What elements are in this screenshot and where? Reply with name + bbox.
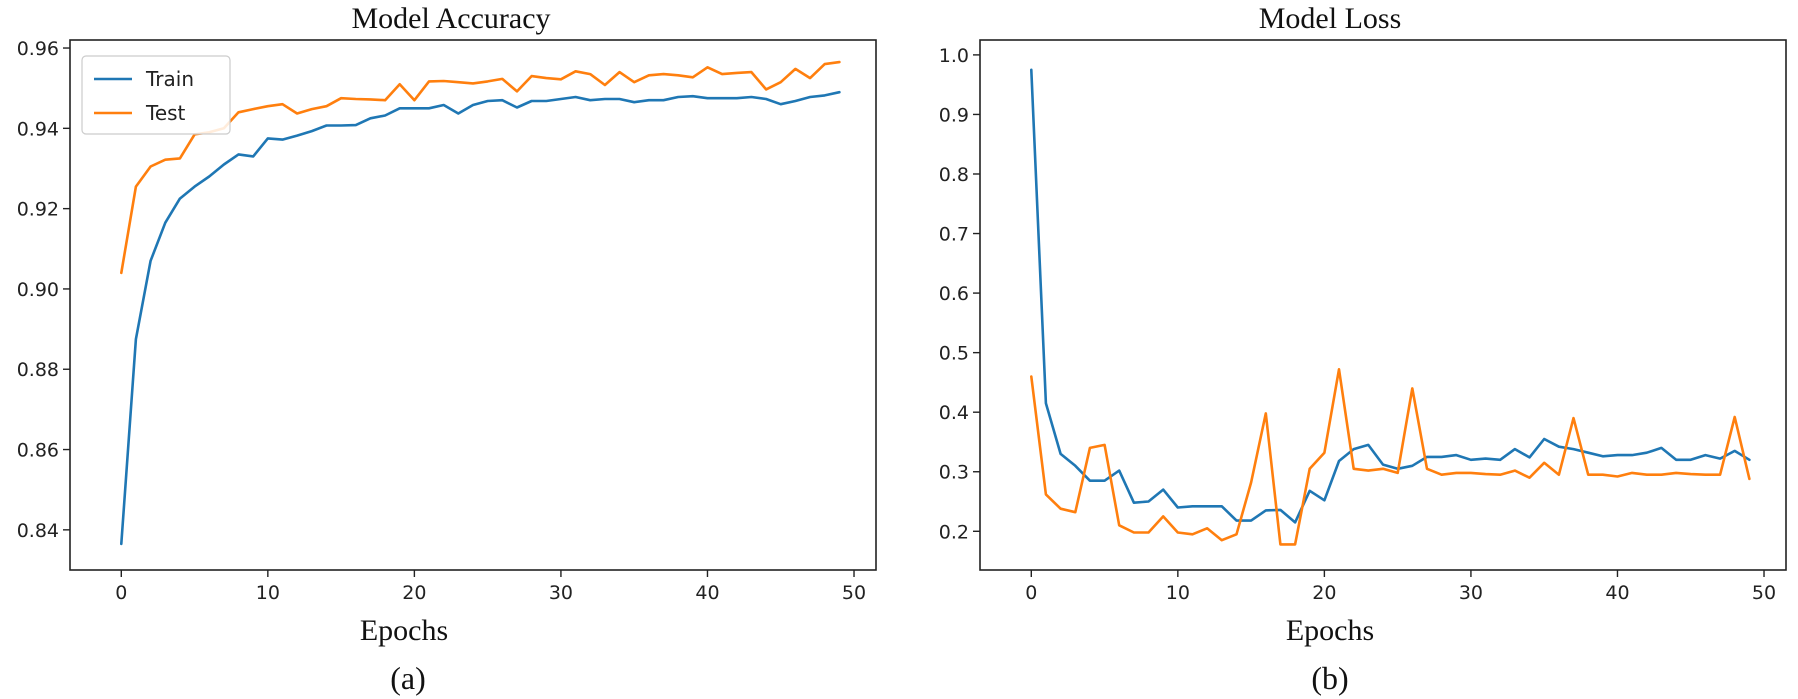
y-tick-label: 1.0 (939, 45, 969, 67)
chart-title: Model Accuracy (351, 2, 550, 35)
x-axis-label: Epochs (1286, 614, 1374, 647)
legend-label-test: Test (145, 101, 186, 125)
series-line-train (1030, 68, 1751, 524)
y-tick-label: 0.3 (939, 462, 969, 484)
y-tick-label: 0.6 (939, 283, 969, 305)
x-tick-label: 50 (1752, 582, 1776, 604)
x-tick-label: 50 (842, 582, 866, 604)
legend: Train Test (81, 55, 231, 135)
y-tick-label: 0.96 (17, 38, 59, 60)
loss-chart: Model Loss Epochs (b) 0 10 20 30 40 50 0.2 0.3 0… (939, 2, 1787, 696)
series-line-test (120, 60, 841, 275)
series-line-test (1030, 368, 1751, 546)
y-tick-label: 0.92 (17, 199, 59, 221)
x-tick-label: 40 (1605, 582, 1629, 604)
plot-frame (69, 39, 877, 571)
plot-frame (979, 39, 1787, 571)
figure-caption: (b) (1311, 660, 1348, 696)
y-tick-label: 0.2 (939, 521, 969, 543)
y-tick-label: 0.88 (17, 359, 59, 381)
y-tick-label: 0.9 (939, 104, 969, 126)
x-tick-label: 30 (549, 582, 573, 604)
y-tick-label: 0.5 (939, 343, 969, 365)
y-tick-label: 0.94 (17, 118, 59, 140)
x-tick-label: 30 (1459, 582, 1483, 604)
y-tick-label: 0.90 (17, 279, 59, 301)
x-tick-label: 20 (402, 582, 426, 604)
accuracy-chart: Model Accuracy Epochs (a) 0 10 20 30 40 50 0.8… (17, 2, 877, 696)
y-tick-label: 0.4 (939, 402, 969, 424)
figure-caption: (a) (390, 660, 426, 696)
x-tick-label: 0 (115, 582, 127, 604)
chart-title: Model Loss (1259, 2, 1402, 35)
x-tick-label: 40 (695, 582, 719, 604)
legend-box (81, 55, 231, 135)
y-tick-label: 0.84 (17, 520, 59, 542)
y-tick-label: 0.8 (939, 164, 969, 186)
x-tick-label: 10 (1166, 582, 1190, 604)
x-tick-label: 20 (1312, 582, 1336, 604)
x-axis-label: Epochs (360, 614, 448, 647)
y-tick-label: 0.86 (17, 440, 59, 462)
series-line-train (120, 90, 841, 546)
x-tick-label: 10 (256, 582, 280, 604)
x-tick-label: 0 (1025, 582, 1037, 604)
y-tick-label: 0.7 (939, 224, 969, 246)
legend-label-train: Train (145, 67, 194, 91)
